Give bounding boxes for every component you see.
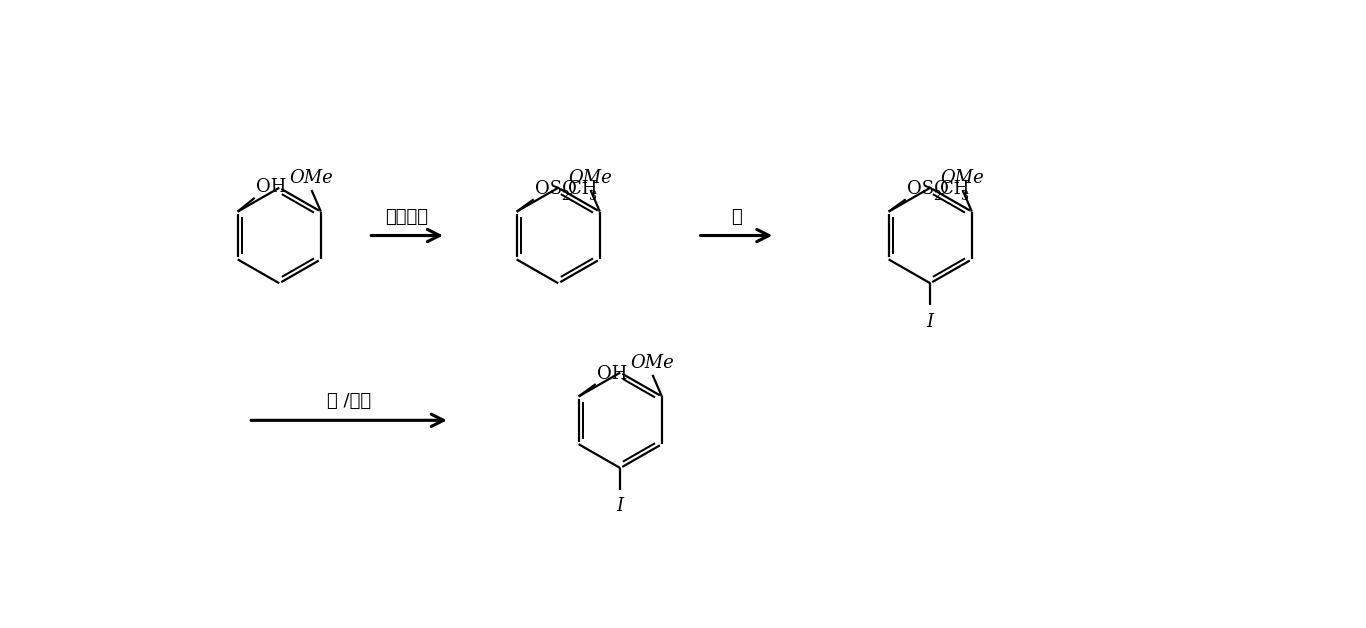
Text: OSO: OSO [907, 180, 949, 198]
Text: OH: OH [597, 365, 627, 382]
Text: OMe: OMe [568, 169, 612, 187]
Text: OSO: OSO [535, 180, 576, 198]
Text: 2: 2 [561, 190, 570, 203]
Text: OMe: OMe [290, 169, 333, 187]
Text: 礙 /回流: 礙 /回流 [326, 392, 372, 410]
Text: OMe: OMe [941, 169, 985, 187]
Text: 3: 3 [962, 190, 970, 203]
Text: CH: CH [940, 180, 968, 198]
Text: 3: 3 [590, 190, 597, 203]
Text: I: I [926, 313, 934, 330]
Text: OH: OH [257, 178, 287, 196]
Text: OMe: OMe [631, 354, 675, 372]
Text: 甲磺酰氯: 甲磺酰氯 [385, 207, 429, 225]
Text: 2: 2 [933, 190, 941, 203]
Text: I: I [616, 497, 624, 516]
Text: 碝: 碝 [731, 207, 742, 225]
Text: CH: CH [568, 180, 597, 198]
